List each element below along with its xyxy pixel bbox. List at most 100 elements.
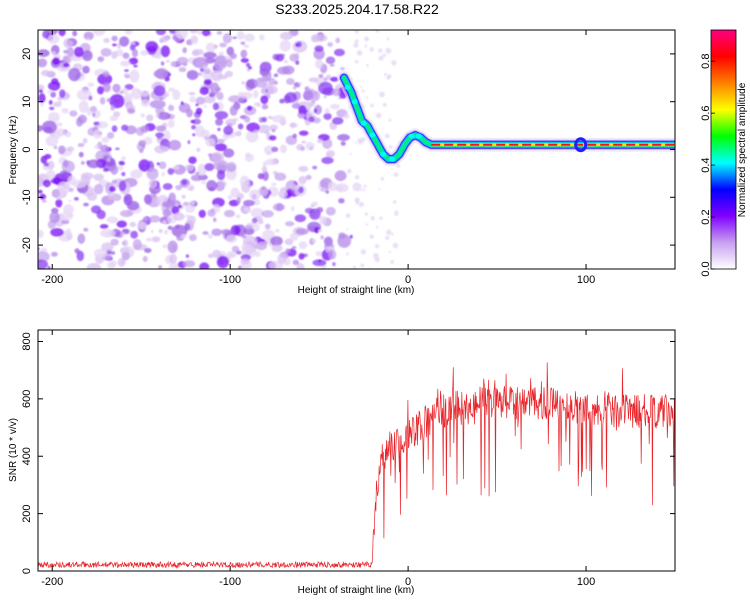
noise-blob [298, 175, 307, 185]
noise-blob [108, 186, 116, 192]
noise-blob [240, 41, 246, 45]
noise-blob [245, 62, 251, 68]
noise-blob [182, 47, 187, 54]
noise-blob [251, 217, 258, 224]
noise-blob [207, 253, 214, 259]
noise-blob [68, 187, 74, 192]
noise-blob [190, 174, 203, 182]
noise-blob [88, 95, 93, 101]
noise-blob [205, 42, 216, 53]
noise-blob [194, 125, 205, 138]
noise-blob [162, 209, 172, 217]
noise-blob [323, 112, 332, 120]
noise-blob [213, 217, 217, 222]
signal-trace-blob [351, 99, 358, 105]
noise-blob [175, 184, 183, 191]
snr-y-tick-label-2: 400 [21, 447, 33, 465]
noise-blob [359, 189, 363, 192]
noise-blob [82, 65, 90, 74]
noise-blob [96, 209, 106, 220]
noise-blob [253, 89, 259, 99]
noise-blob [53, 145, 58, 150]
noise-blob [177, 205, 183, 209]
noise-blob [47, 90, 52, 94]
spectrogram-x-tick-label-0: -200 [41, 274, 63, 286]
noise-blob [279, 32, 294, 40]
noise-blob [153, 85, 166, 97]
noise-blob [195, 171, 200, 175]
noise-blob [364, 36, 370, 42]
noise-blob [39, 193, 47, 200]
noise-blob [298, 186, 304, 194]
signal-trace-blob [369, 132, 376, 138]
noise-blob [246, 105, 253, 111]
noise-blob [238, 266, 242, 269]
noise-blob [97, 73, 113, 85]
noise-blob [140, 90, 150, 97]
noise-blob [155, 30, 166, 36]
noise-blob [99, 224, 109, 229]
noise-blob [40, 247, 48, 252]
noise-blob [345, 213, 351, 218]
noise-blob [260, 95, 269, 105]
noise-blob [243, 33, 255, 42]
noise-blob [354, 30, 359, 34]
noise-blob [73, 46, 84, 58]
noise-blob [354, 174, 360, 180]
noise-blob [261, 165, 268, 174]
noise-blob [225, 118, 237, 127]
noise-blob [82, 50, 93, 62]
noise-blob [345, 252, 350, 256]
noise-blob [311, 99, 316, 104]
noise-blob [203, 105, 207, 108]
noise-blob [259, 186, 268, 197]
noise-blob [186, 184, 195, 191]
noise-blob [148, 179, 158, 189]
noise-blob [201, 180, 207, 185]
noise-blob [48, 111, 60, 123]
noise-blob [38, 251, 50, 263]
noise-blob [318, 81, 333, 95]
snr-x-tick-label-1: -100 [219, 576, 241, 588]
noise-blob [199, 262, 210, 269]
signal-trace-blob [415, 133, 422, 139]
noise-blob [295, 228, 309, 235]
noise-blob [129, 44, 136, 51]
noise-blob [62, 63, 70, 68]
colorbar-tick-label-1: 0.2 [700, 209, 712, 224]
noise-blob [87, 82, 95, 87]
noise-blob [120, 232, 126, 235]
noise-blob [142, 255, 148, 262]
noise-blob [373, 252, 379, 259]
noise-blob [169, 253, 178, 264]
snr-y-tick-label-4: 800 [21, 332, 33, 350]
noise-blob [50, 51, 56, 55]
spectrogram-y-tick-label-0: -20 [21, 237, 33, 253]
noise-blob [47, 34, 60, 44]
noise-blob [271, 244, 283, 253]
noise-blob [140, 50, 149, 56]
noise-blob [327, 181, 338, 192]
noise-blob [38, 229, 44, 239]
noise-blob [225, 234, 238, 243]
noise-blob [111, 35, 118, 42]
noise-blob [375, 112, 382, 119]
noise-blob [274, 228, 280, 233]
noise-blob [204, 79, 212, 86]
noise-blob [165, 60, 170, 63]
noise-blob [173, 212, 185, 221]
noise-blob [123, 93, 133, 102]
noise-blob [253, 199, 261, 206]
noise-blob [202, 64, 208, 70]
noise-blob [204, 163, 215, 172]
noise-blob [186, 108, 193, 118]
noise-blob [93, 248, 106, 259]
noise-blob [203, 95, 216, 104]
colorbar-tick-label-2: 0.4 [700, 157, 712, 172]
noise-blob [261, 104, 269, 110]
noise-blob [253, 129, 259, 134]
snr-series-line [38, 362, 675, 569]
noise-blob [189, 234, 197, 242]
noise-blob [384, 133, 390, 139]
noise-blob [353, 42, 359, 48]
